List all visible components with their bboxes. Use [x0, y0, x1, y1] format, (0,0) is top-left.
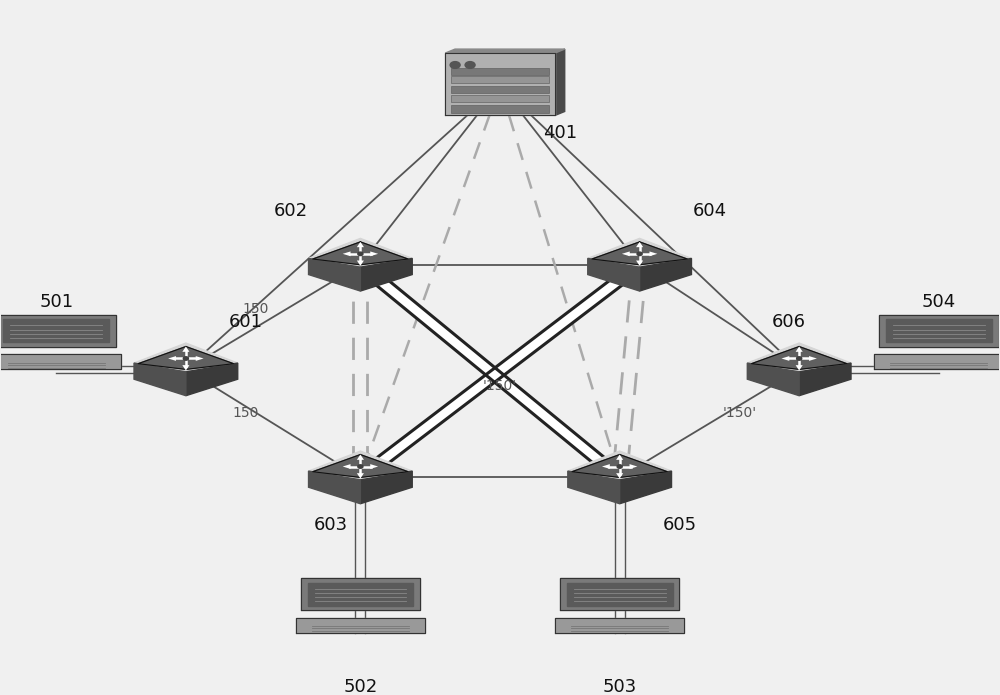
Polygon shape: [879, 315, 999, 347]
Polygon shape: [451, 106, 549, 113]
Circle shape: [797, 357, 802, 360]
Polygon shape: [588, 238, 691, 267]
Text: 602: 602: [274, 202, 308, 220]
Polygon shape: [360, 259, 412, 291]
Polygon shape: [567, 582, 673, 605]
Polygon shape: [343, 464, 351, 469]
Polygon shape: [796, 365, 803, 370]
Polygon shape: [0, 354, 121, 369]
Polygon shape: [747, 343, 851, 372]
Text: 605: 605: [662, 516, 697, 534]
Polygon shape: [308, 582, 413, 605]
Polygon shape: [588, 259, 640, 291]
Polygon shape: [370, 252, 378, 256]
Polygon shape: [182, 365, 189, 370]
Text: '150': '150': [722, 407, 756, 420]
Text: 504: 504: [922, 293, 956, 311]
Text: 503: 503: [603, 678, 637, 695]
Polygon shape: [451, 68, 549, 75]
Text: 606: 606: [772, 313, 806, 331]
Text: '150': '150': [483, 379, 517, 393]
Polygon shape: [616, 455, 623, 460]
Polygon shape: [451, 76, 549, 83]
Polygon shape: [620, 471, 672, 504]
Polygon shape: [751, 347, 847, 369]
Polygon shape: [636, 242, 643, 247]
Polygon shape: [747, 363, 799, 395]
Polygon shape: [560, 578, 679, 610]
Polygon shape: [3, 320, 109, 343]
Text: 502: 502: [343, 678, 378, 695]
Polygon shape: [445, 53, 555, 115]
Polygon shape: [602, 464, 610, 469]
Polygon shape: [809, 356, 817, 361]
Text: 601: 601: [229, 313, 263, 331]
Text: 604: 604: [692, 202, 726, 220]
Polygon shape: [592, 242, 687, 265]
Polygon shape: [313, 242, 408, 265]
Polygon shape: [357, 455, 364, 460]
Polygon shape: [886, 320, 992, 343]
Polygon shape: [572, 455, 667, 477]
Text: 150: 150: [233, 407, 259, 420]
Polygon shape: [451, 95, 549, 102]
Polygon shape: [296, 617, 425, 632]
Text: 501: 501: [39, 293, 73, 311]
Polygon shape: [874, 354, 1000, 369]
Polygon shape: [796, 347, 803, 352]
Polygon shape: [343, 252, 351, 256]
Polygon shape: [134, 363, 186, 395]
Circle shape: [450, 62, 460, 68]
Polygon shape: [0, 315, 116, 347]
Polygon shape: [309, 259, 360, 291]
Polygon shape: [649, 252, 657, 256]
Polygon shape: [134, 343, 238, 372]
Polygon shape: [555, 49, 565, 115]
Polygon shape: [301, 578, 420, 610]
Polygon shape: [309, 471, 360, 504]
Circle shape: [358, 252, 363, 256]
Polygon shape: [357, 261, 364, 266]
Polygon shape: [622, 252, 630, 256]
Polygon shape: [640, 259, 691, 291]
Polygon shape: [357, 242, 364, 247]
Polygon shape: [138, 347, 234, 369]
Circle shape: [637, 252, 642, 256]
Polygon shape: [313, 455, 408, 477]
Polygon shape: [451, 85, 549, 93]
Polygon shape: [309, 451, 412, 480]
Polygon shape: [445, 49, 565, 53]
Circle shape: [465, 62, 475, 68]
Text: 401: 401: [543, 124, 577, 142]
Polygon shape: [636, 261, 643, 266]
Polygon shape: [630, 464, 637, 469]
Text: 603: 603: [313, 516, 348, 534]
Polygon shape: [168, 356, 176, 361]
Polygon shape: [616, 473, 623, 479]
Polygon shape: [357, 473, 364, 479]
Text: 150: 150: [242, 302, 269, 316]
Polygon shape: [370, 464, 378, 469]
Polygon shape: [309, 238, 412, 267]
Polygon shape: [186, 363, 238, 395]
Polygon shape: [568, 451, 672, 480]
Polygon shape: [799, 363, 851, 395]
Polygon shape: [182, 347, 189, 352]
Polygon shape: [555, 617, 684, 632]
Polygon shape: [568, 471, 620, 504]
Polygon shape: [196, 356, 204, 361]
Polygon shape: [781, 356, 789, 361]
Polygon shape: [360, 471, 412, 504]
Circle shape: [183, 357, 188, 360]
Circle shape: [617, 465, 622, 468]
Circle shape: [358, 465, 363, 468]
